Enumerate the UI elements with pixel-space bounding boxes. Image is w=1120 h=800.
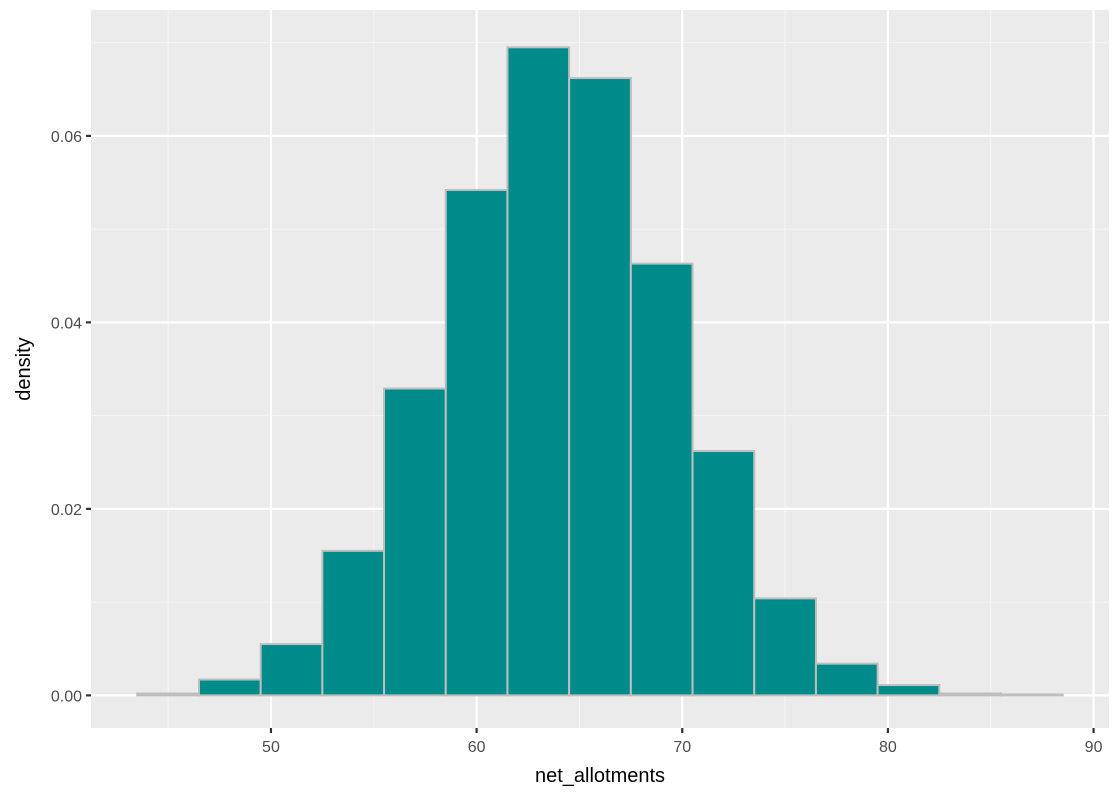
- histogram-bar: [753, 597, 817, 697]
- histogram-bar: [1000, 693, 1064, 697]
- x-tick-label: 80: [879, 739, 897, 756]
- histogram-bar: [629, 262, 694, 697]
- y-tick-label: 0.04: [51, 315, 82, 332]
- x-axis-ticks: 50 60 70 80 90: [262, 728, 1103, 756]
- x-tick-label: 90: [1085, 739, 1103, 756]
- histogram-bar: [506, 46, 571, 697]
- histogram-bar: [938, 692, 1003, 697]
- x-tick-label: 60: [468, 739, 486, 756]
- x-tick-label: 70: [673, 739, 691, 756]
- histogram-bar: [259, 643, 324, 697]
- histogram-bar: [444, 188, 509, 697]
- histogram-bar: [197, 678, 262, 697]
- histogram-bar: [321, 549, 386, 697]
- x-tick-label: 50: [262, 739, 280, 756]
- x-axis-title: net_allotments: [535, 765, 665, 787]
- y-tick-label: 0.02: [51, 502, 82, 519]
- y-axis-title: density: [13, 337, 35, 400]
- histogram-bar: [136, 692, 200, 697]
- histogram-bar: [814, 662, 879, 697]
- histogram-bar: [383, 387, 447, 697]
- y-axis-ticks: 0.00 0.02 0.04 0.06: [51, 129, 91, 705]
- y-tick-label: 0.06: [51, 129, 82, 146]
- histogram-bar: [568, 77, 632, 697]
- histogram-bar: [876, 684, 941, 697]
- histogram-bars: [136, 46, 1064, 697]
- y-tick-label: 0.00: [51, 688, 82, 705]
- histogram-bar: [691, 450, 756, 697]
